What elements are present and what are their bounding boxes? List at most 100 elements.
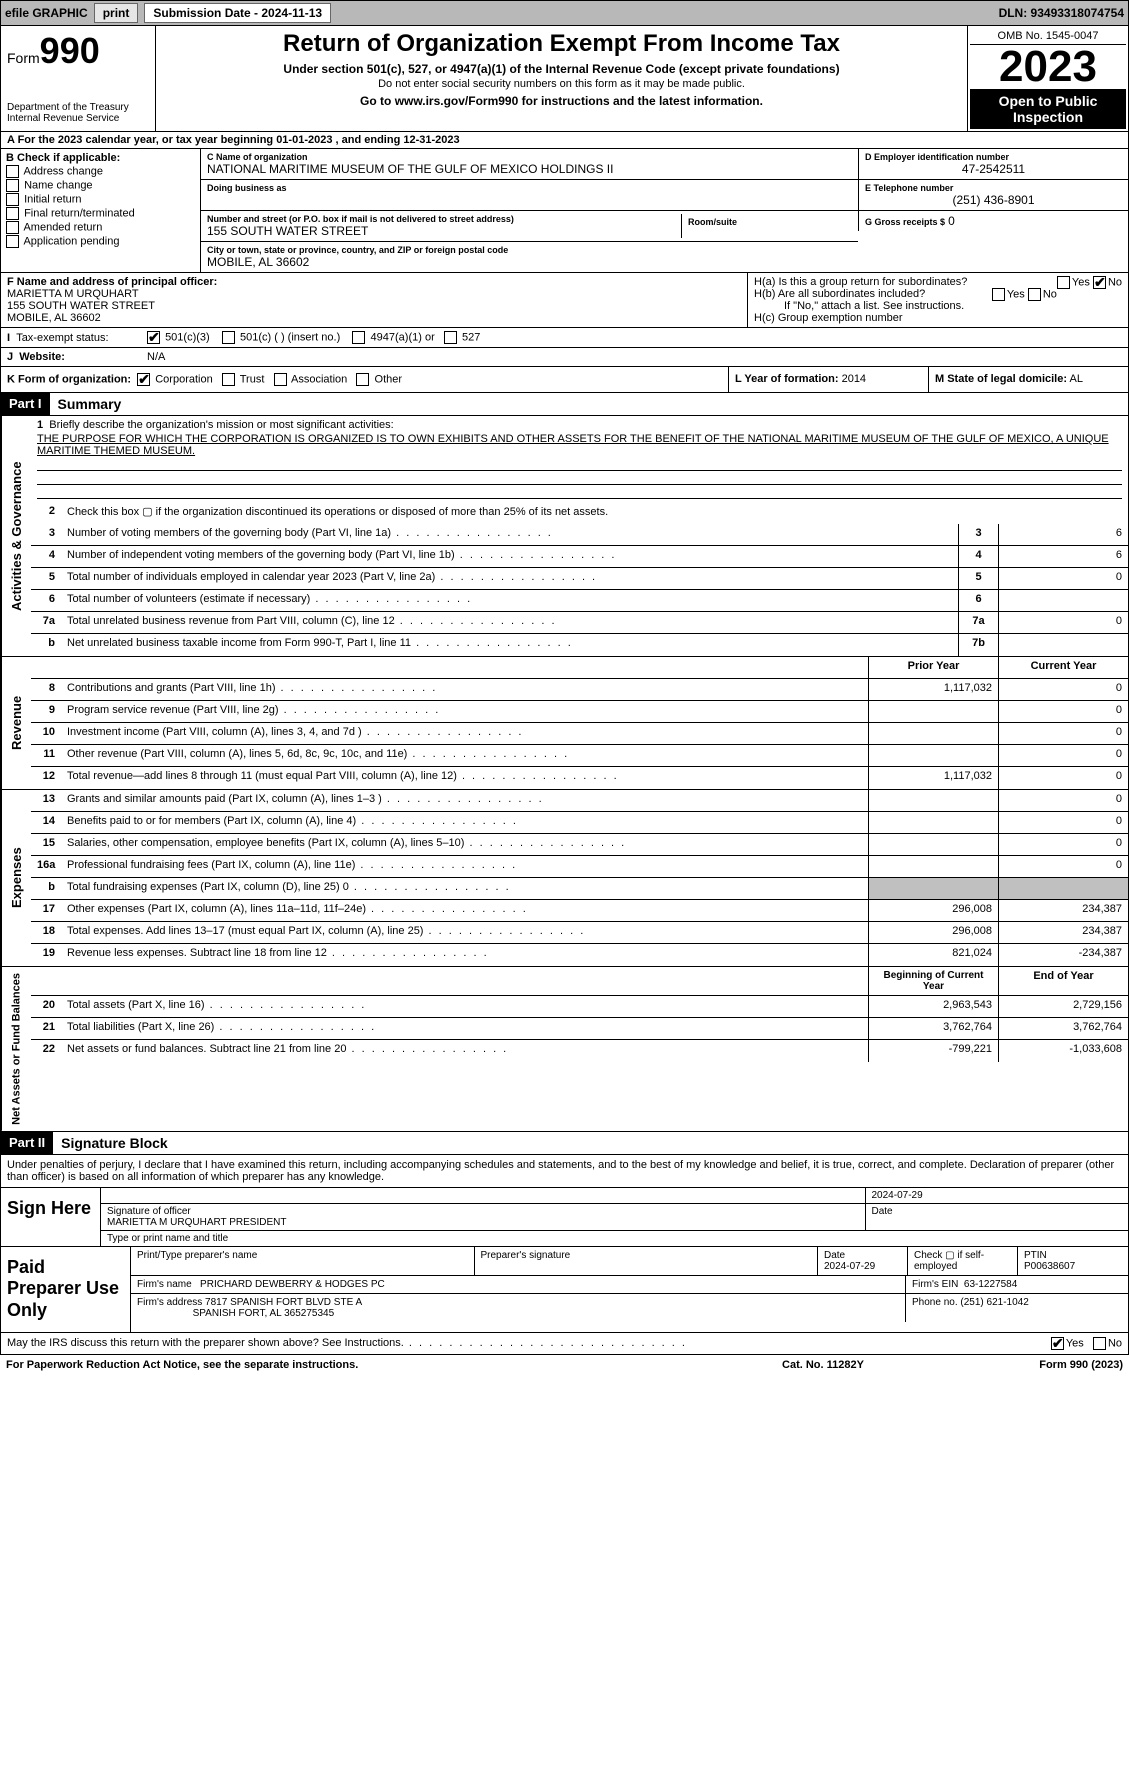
website-label: Website: [19, 351, 65, 363]
expenses-section: Expenses 13Grants and similar amounts pa… [0, 790, 1129, 967]
part1-header-row: Part I Summary [0, 393, 1129, 416]
check-amended-return[interactable]: Amended return [6, 221, 195, 234]
netassets-section: Net Assets or Fund Balances Beginning of… [0, 967, 1129, 1132]
expense-line: 13Grants and similar amounts paid (Part … [31, 790, 1128, 812]
website-row: J Website: N/A [0, 348, 1129, 367]
current-year-header: Current Year [998, 657, 1128, 678]
hb-yes-check[interactable] [992, 288, 1005, 301]
gross-receipts-label: G Gross receipts $ [865, 217, 945, 227]
gov-line: 6Total number of volunteers (estimate if… [31, 590, 1128, 612]
check-other[interactable] [356, 373, 369, 386]
year-block: OMB No. 1545-0047 2023 Open to Public In… [968, 26, 1128, 131]
activities-section: Activities & Governance 1 Briefly descri… [0, 416, 1129, 657]
preparer-sig-label: Preparer's signature [475, 1247, 819, 1275]
gov-line: 4Number of independent voting members of… [31, 546, 1128, 568]
street-label: Number and street (or P.O. box if mail i… [207, 214, 681, 224]
print-button[interactable]: print [94, 3, 139, 23]
expense-line: 17Other expenses (Part IX, column (A), l… [31, 900, 1128, 922]
sign-date: 2024-07-29 [866, 1188, 1129, 1203]
activities-side-label: Activities & Governance [1, 416, 31, 656]
netassets-side-label: Net Assets or Fund Balances [1, 967, 31, 1131]
check-trust[interactable] [222, 373, 235, 386]
netassets-line: 22Net assets or fund balances. Subtract … [31, 1040, 1128, 1062]
check-527[interactable] [444, 331, 457, 344]
preparer-date: 2024-07-29 [824, 1261, 875, 1272]
officer-label: F Name and address of principal officer: [7, 276, 741, 288]
netassets-line: 21Total liabilities (Part X, line 26)3,7… [31, 1018, 1128, 1040]
mission-block: 1 Briefly describe the organization's mi… [31, 416, 1128, 502]
discuss-question: May the IRS discuss this return with the… [7, 1337, 404, 1349]
period-row: A For the 2023 calendar year, or tax yea… [0, 132, 1129, 149]
boxes-d-e-g: D Employer identification number 47-2542… [858, 149, 1128, 272]
gov-line: 7aTotal unrelated business revenue from … [31, 612, 1128, 634]
check-final-return[interactable]: Final return/terminated [6, 207, 195, 220]
hb-label: H(b) Are all subordinates included? [754, 288, 925, 300]
check-initial-return[interactable]: Initial return [6, 193, 195, 206]
mission-label: Briefly describe the organization's miss… [49, 419, 393, 431]
gov-line: 3Number of voting members of the governi… [31, 524, 1128, 546]
expense-line: 16aProfessional fundraising fees (Part I… [31, 856, 1128, 878]
org-form-row: K Form of organization: Corporation Trus… [0, 367, 1129, 393]
discuss-row: May the IRS discuss this return with the… [0, 1333, 1129, 1355]
preparer-name-label: Print/Type preparer's name [131, 1247, 475, 1275]
check-501c[interactable] [222, 331, 235, 344]
box-b: B Check if applicable: Address change Na… [1, 149, 201, 272]
entity-info-block: B Check if applicable: Address change Na… [0, 149, 1129, 273]
part1-badge: Part I [1, 393, 50, 415]
website-value: N/A [141, 348, 1128, 366]
dept-label: Department of the Treasury Internal Reve… [7, 102, 149, 124]
k-label: K Form of organization: [7, 373, 131, 385]
city-label: City or town, state or province, country… [207, 245, 852, 255]
expense-line: 15Salaries, other compensation, employee… [31, 834, 1128, 856]
form-title-block: Return of Organization Exempt From Incom… [156, 26, 968, 131]
phone-value: (251) 436-8901 [865, 193, 1122, 207]
check-address-change[interactable]: Address change [6, 165, 195, 178]
discuss-no-check[interactable] [1093, 1337, 1106, 1350]
check-association[interactable] [274, 373, 287, 386]
tax-year: 2023 [970, 45, 1126, 89]
revenue-section: Revenue Prior Year Current Year 8Contrib… [0, 657, 1129, 790]
check-4947[interactable] [352, 331, 365, 344]
officer-city: MOBILE, AL 36602 [7, 312, 741, 324]
revenue-line: 11Other revenue (Part VIII, column (A), … [31, 745, 1128, 767]
m-value: AL [1069, 373, 1082, 385]
gov-line: 5Total number of individuals employed in… [31, 568, 1128, 590]
expenses-side-label: Expenses [1, 790, 31, 966]
revenue-line: 8Contributions and grants (Part VIII, li… [31, 679, 1128, 701]
dln-label: DLN: 93493318074754 [999, 6, 1124, 20]
check-corporation[interactable] [137, 373, 150, 386]
end-year-header: End of Year [998, 967, 1128, 995]
ein-value: 47-2542511 [865, 162, 1122, 176]
m-label: M State of legal domicile: [935, 373, 1067, 385]
room-suite-label: Room/suite [688, 217, 846, 227]
netassets-header-row: Beginning of Current Year End of Year [31, 967, 1128, 996]
goto-link[interactable]: Go to www.irs.gov/Form990 for instructio… [164, 94, 959, 108]
paid-preparer-label: Paid Preparer Use Only [1, 1247, 131, 1332]
revenue-line: 12Total revenue—add lines 8 through 11 (… [31, 767, 1128, 789]
sign-here-label: Sign Here [1, 1188, 101, 1246]
expense-line: 18Total expenses. Add lines 13–17 (must … [31, 922, 1128, 944]
discuss-yes-check[interactable] [1051, 1337, 1064, 1350]
box-h: H(a) Is this a group return for subordin… [748, 273, 1128, 327]
check-application-pending[interactable]: Application pending [6, 235, 195, 248]
ha-yes-check[interactable] [1057, 276, 1070, 289]
l-value: 2014 [842, 373, 866, 385]
phone-label: E Telephone number [865, 183, 1122, 193]
l-label: L Year of formation: [735, 373, 839, 385]
part2-badge: Part II [1, 1132, 53, 1154]
check-501c3[interactable] [147, 331, 160, 344]
box-c: C Name of organization NATIONAL MARITIME… [201, 149, 858, 272]
check-name-change[interactable]: Name change [6, 179, 195, 192]
sig-officer-name: MARIETTA M URQUHART PRESIDENT [107, 1217, 286, 1228]
hb-note: If "No," attach a list. See instructions… [754, 300, 1122, 312]
street-value: 155 SOUTH WATER STREET [207, 224, 681, 238]
revenue-side-label: Revenue [1, 657, 31, 789]
self-employed-check[interactable]: Check ▢ if self-employed [908, 1247, 1018, 1275]
hb-no-check[interactable] [1028, 288, 1041, 301]
beginning-year-header: Beginning of Current Year [868, 967, 998, 995]
form-number: 990 [40, 30, 100, 71]
officer-name: MARIETTA M URQUHART [7, 288, 741, 300]
ha-no-check[interactable] [1093, 276, 1106, 289]
part2-header-row: Part II Signature Block [0, 1132, 1129, 1155]
part1-title: Summary [50, 393, 1128, 415]
